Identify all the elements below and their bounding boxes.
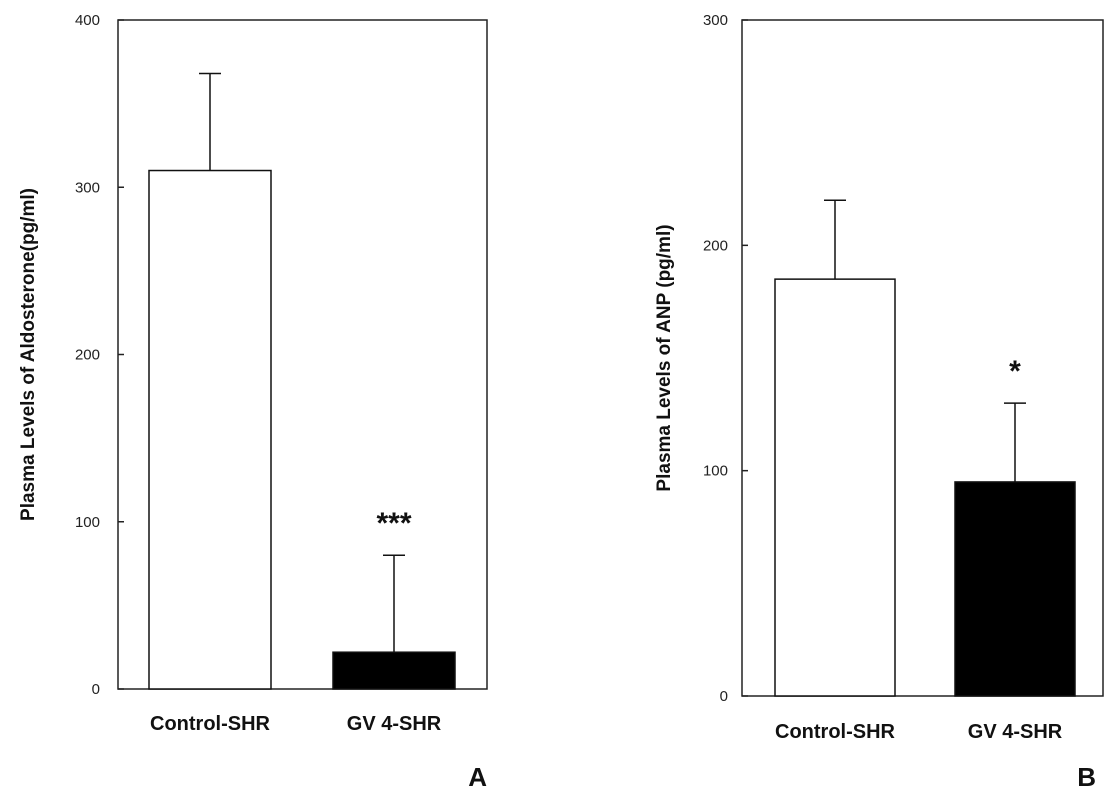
panel-a-category-label: GV 4-SHR xyxy=(347,713,442,735)
panel-b-y-tick-label: 0 xyxy=(720,688,728,705)
panel-b-chart: 0 100 200 300 Plasma Levels of ANP (pg/ml) Co… xyxy=(654,12,1104,791)
panel-b-y-tick-label: 100 xyxy=(703,463,728,480)
panel-a-y-axis-label: Plasma Levels of Aldosterone(pg/ml) xyxy=(18,188,39,521)
panel-b-significance-mark: * xyxy=(1009,355,1021,388)
panel-a-y-tick-label: 300 xyxy=(75,179,100,196)
panel-b-panel-label: B xyxy=(1077,762,1096,791)
panel-a-y-tick-label: 400 xyxy=(75,12,100,29)
panel-a-chart: 0 100 200 300 400 Plasma Levels of Aldosteron… xyxy=(18,12,488,791)
panel-b-y-tick-label: 200 xyxy=(703,237,728,254)
panel-b-y-axis-label: Plasma Levels of ANP (pg/ml) xyxy=(654,224,675,491)
panel-a-bar xyxy=(332,651,456,690)
panel-b-y-tick-label: 300 xyxy=(703,12,728,29)
panel-a-significance-mark: *** xyxy=(376,507,411,540)
panel-b-category-label: GV 4-SHR xyxy=(968,721,1063,743)
panel-a-y-tick-label: 100 xyxy=(75,514,100,531)
panel-a-bar xyxy=(148,169,272,690)
panel-b-category-label: Control-SHR xyxy=(775,721,896,743)
panel-a-category-label: Control-SHR xyxy=(150,713,271,735)
panel-a-y-tick-label: 0 xyxy=(92,681,100,698)
panel-b-bar xyxy=(774,278,896,697)
panel-b-bar xyxy=(954,481,1076,697)
panel-a-y-tick-label: 200 xyxy=(75,347,100,364)
panel-a-panel-label: A xyxy=(468,762,487,791)
panel-b-plot-frame xyxy=(741,19,1104,697)
